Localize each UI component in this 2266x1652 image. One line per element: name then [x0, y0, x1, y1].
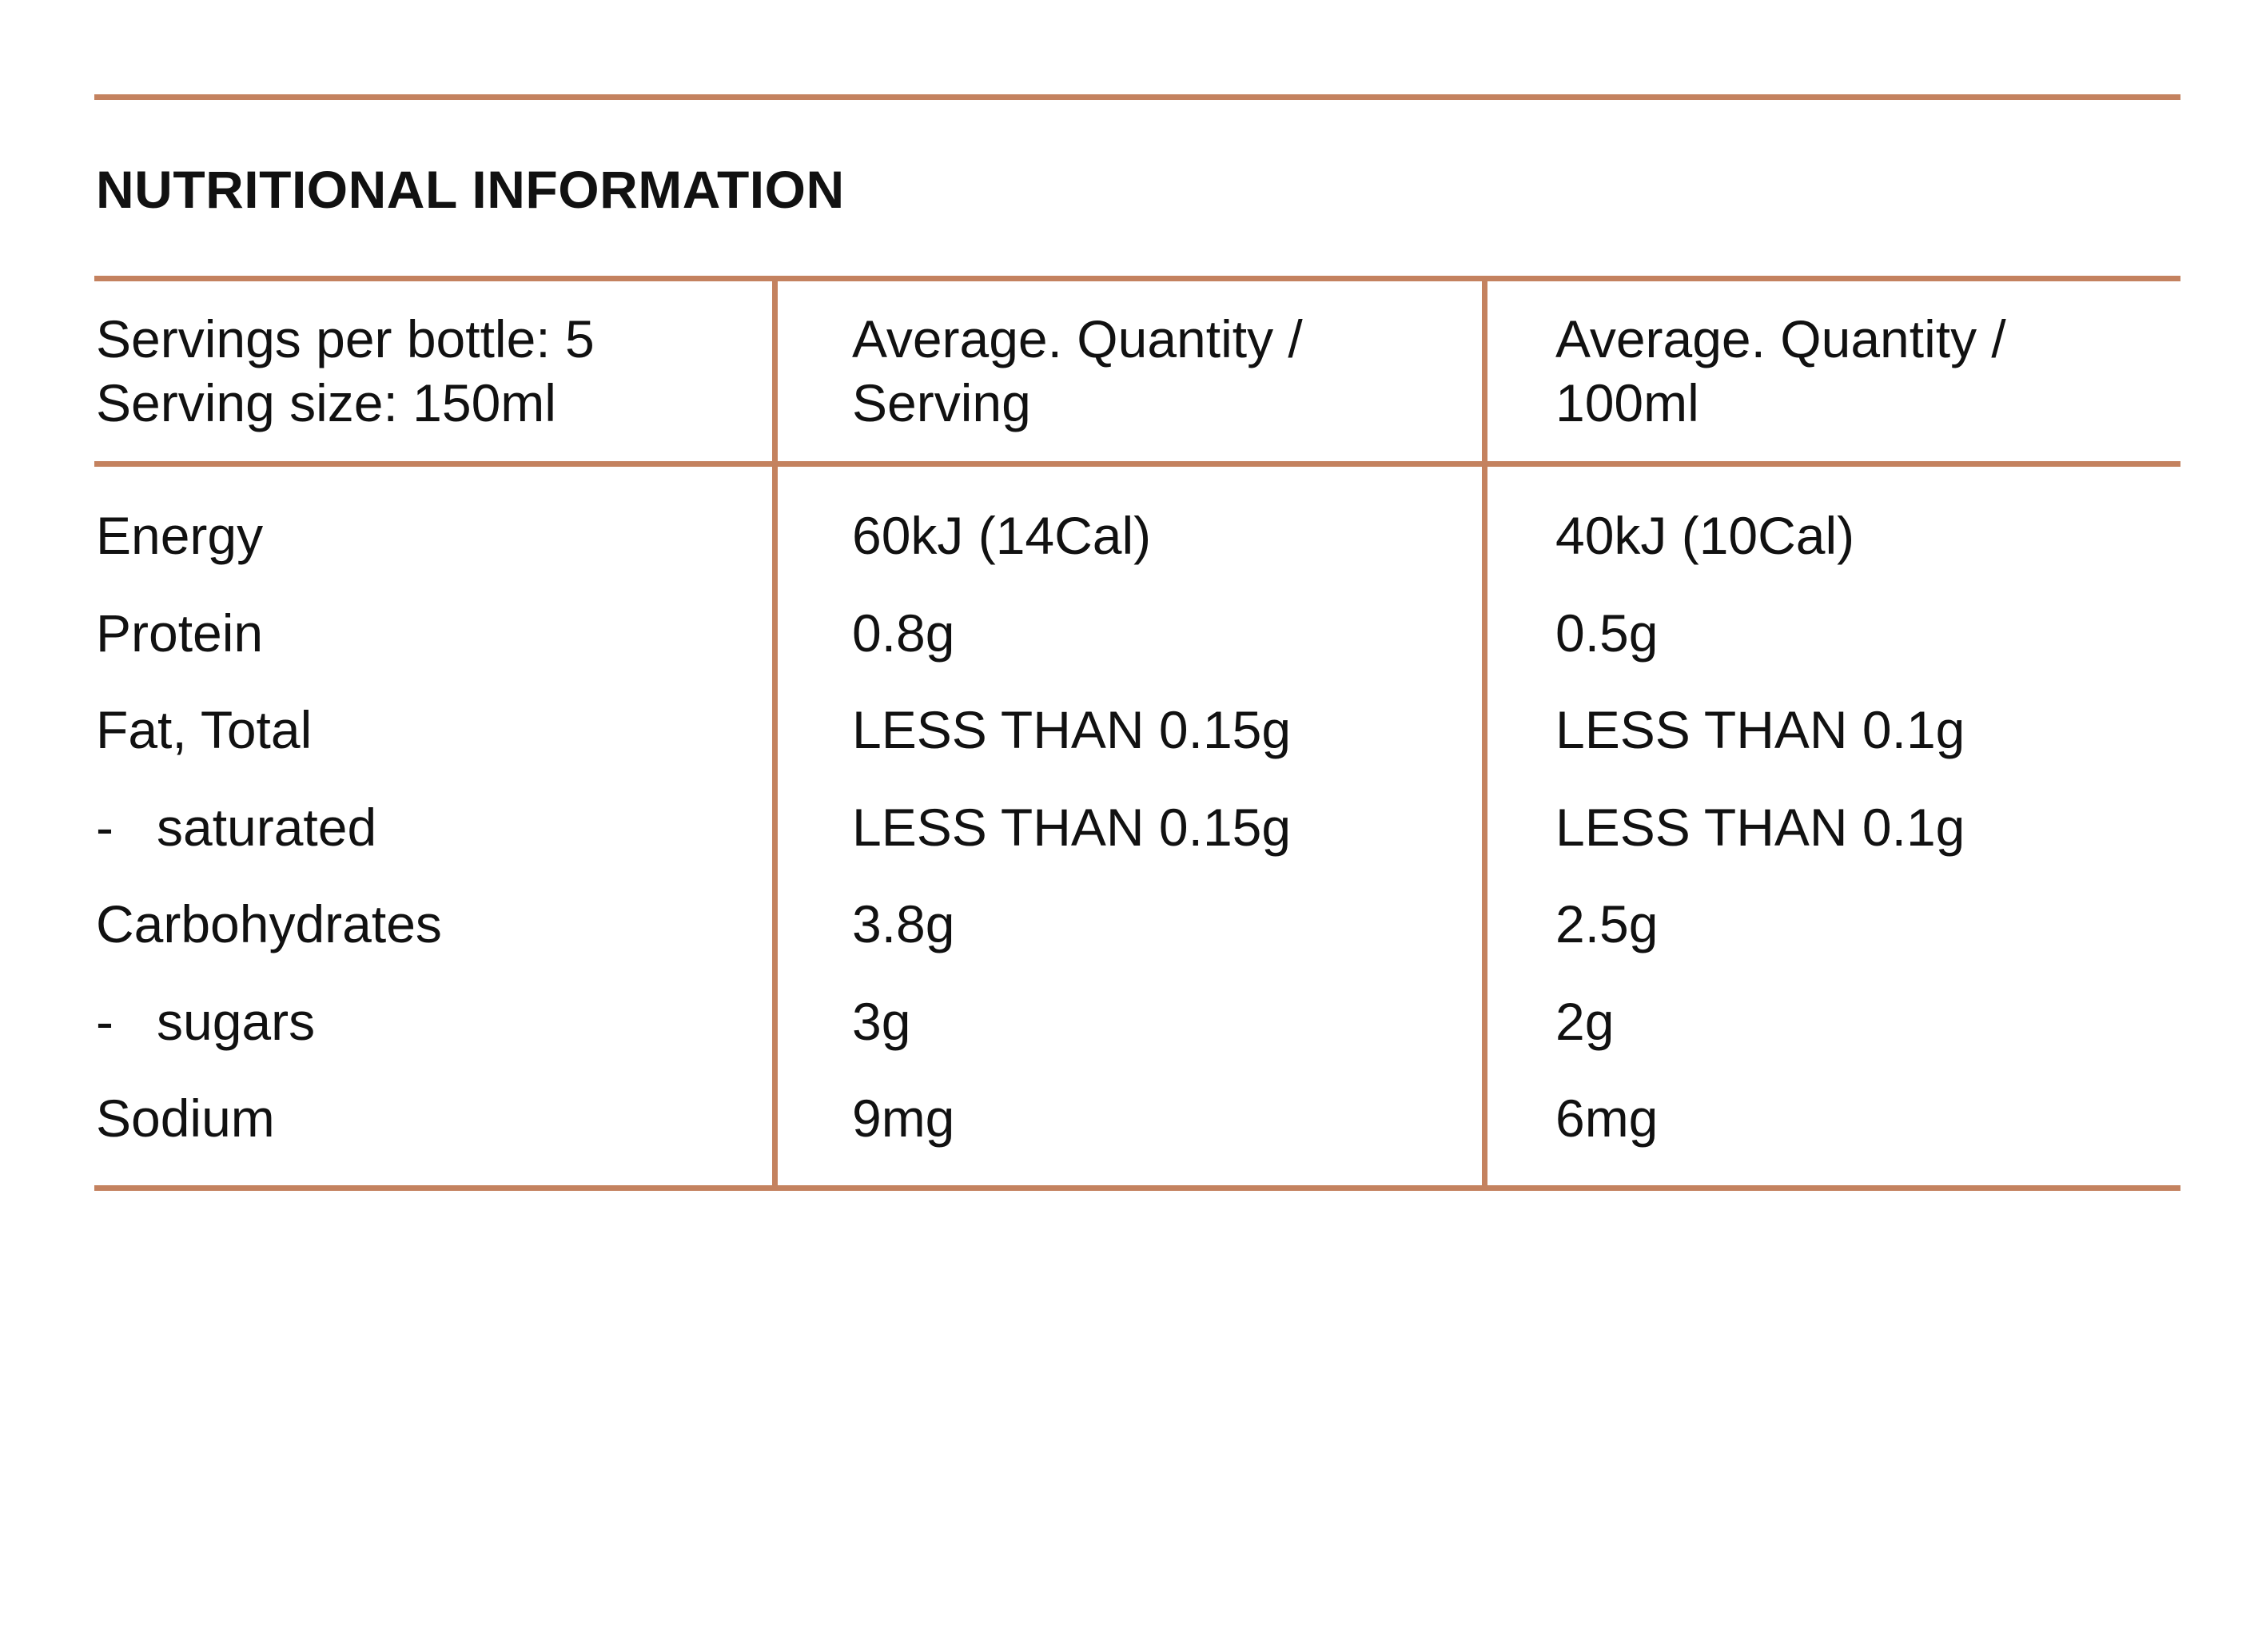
column-divider-1	[772, 276, 778, 1191]
per-100ml-value: 2.5g	[1555, 894, 1659, 953]
per-serving-value: LESS THAN 0.15g	[852, 700, 1292, 759]
per-100ml-header-line-1: Average. Quantity /	[1555, 309, 2006, 368]
per-serving-value: LESS THAN 0.15g	[852, 797, 1292, 857]
per-100ml-value: LESS THAN 0.1g	[1555, 700, 1965, 759]
nutrient-name: Sodium	[96, 1089, 275, 1148]
per-serving-value: 9mg	[852, 1089, 955, 1148]
nutrient-name: Fat, Total	[96, 700, 313, 759]
per-100ml-value: LESS THAN 0.1g	[1555, 797, 1965, 857]
per-100ml-value: 6mg	[1555, 1089, 1659, 1148]
per-100ml-header: Average. Quantity / 100ml	[1555, 307, 2006, 435]
table-row: Energy 60kJ (14Cal) 40kJ (10Cal)	[94, 500, 2180, 597]
per-serving-header: Average. Quantity / Serving	[852, 307, 1303, 435]
table-row: - sugars 3g 2g	[94, 985, 2180, 1083]
nutrient-name: Carbohydrates	[96, 894, 442, 953]
nutrient-rows: Energy 60kJ (14Cal) 40kJ (10Cal) Protein…	[94, 500, 2180, 1180]
nutrient-label: Sodium	[96, 1082, 275, 1154]
servings-header: Servings per bottle: 5 Serving size: 150…	[96, 307, 595, 435]
header-bottom-rule	[94, 461, 2180, 467]
sub-item-prefix: -	[96, 797, 113, 857]
nutrient-name: Protein	[96, 603, 264, 663]
nutrient-label: - sugars	[96, 985, 315, 1057]
per-serving-value: 0.8g	[852, 603, 955, 663]
top-rule	[94, 94, 2180, 100]
per-100ml-value: 2g	[1555, 991, 1615, 1051]
sub-item-prefix: -	[96, 991, 113, 1051]
nutrient-name: Energy	[96, 506, 264, 565]
panel-title: NUTRITIONAL INFORMATION	[96, 160, 845, 219]
table-row: Carbohydrates 3.8g 2.5g	[94, 888, 2180, 985]
nutrient-label: Fat, Total	[96, 694, 312, 766]
per-100ml-header-line-2: 100ml	[1555, 373, 1699, 432]
nutrition-panel: NUTRITIONAL INFORMATION Servings per bot…	[94, 0, 2180, 1652]
per-100ml-value: 40kJ (10Cal)	[1555, 506, 1855, 565]
table-row: - saturated LESS THAN 0.15g LESS THAN 0.1…	[94, 791, 2180, 889]
nutrient-name: saturated	[157, 797, 377, 857]
per-serving-value: 3g	[852, 991, 911, 1051]
per-serving-value: 3.8g	[852, 894, 955, 953]
header-top-rule	[94, 276, 2180, 281]
table-row: Protein 0.8g 0.5g	[94, 597, 2180, 695]
per-serving-header-line-2: Serving	[852, 373, 1031, 432]
nutrient-label: Protein	[96, 597, 263, 669]
table-bottom-rule	[94, 1185, 2180, 1191]
serving-size: Serving size: 150ml	[96, 373, 556, 432]
nutrient-label: Carbohydrates	[96, 888, 442, 960]
nutrient-name: sugars	[157, 991, 316, 1051]
nutrient-label: Energy	[96, 500, 263, 571]
servings-per-bottle: Servings per bottle: 5	[96, 309, 595, 368]
per-serving-value: 60kJ (14Cal)	[852, 506, 1152, 565]
column-divider-2	[1482, 276, 1487, 1191]
per-100ml-value: 0.5g	[1555, 603, 1659, 663]
per-serving-header-line-1: Average. Quantity /	[852, 309, 1303, 368]
table-row: Sodium 9mg 6mg	[94, 1082, 2180, 1180]
nutrient-label: - saturated	[96, 791, 376, 863]
table-row: Fat, Total LESS THAN 0.15g LESS THAN 0.1…	[94, 694, 2180, 791]
